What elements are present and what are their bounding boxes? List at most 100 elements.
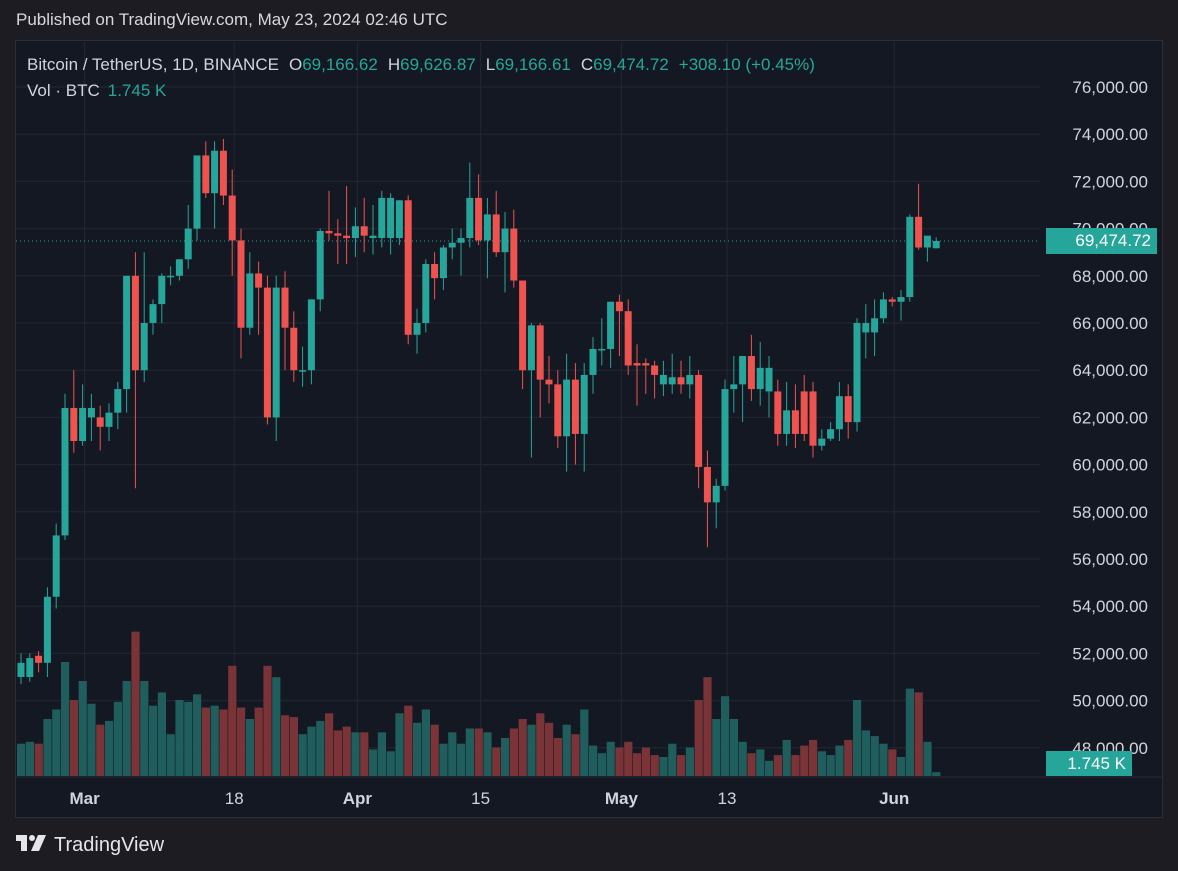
- candle-body: [52, 535, 60, 597]
- volume-bar: [263, 665, 272, 776]
- candle-body: [158, 275, 166, 305]
- x-tick-label: 15: [471, 789, 490, 808]
- volume-bar: [553, 738, 562, 776]
- y-tick-label: 60,000.00: [1072, 456, 1148, 475]
- candle-body: [43, 596, 51, 663]
- symbol-label[interactable]: Bitcoin / TetherUS, 1D, BINANCE: [27, 55, 279, 74]
- volume-bar: [624, 741, 633, 776]
- volume-bar: [721, 696, 730, 776]
- volume-bar: [589, 745, 598, 776]
- volume-bar: [844, 739, 853, 776]
- volume-bar: [897, 757, 906, 776]
- candle-body: [536, 325, 544, 380]
- tradingview-logo[interactable]: TradingView: [16, 834, 164, 857]
- y-tick-label: 62,000.00: [1072, 408, 1148, 427]
- candle-body: [695, 374, 703, 467]
- candle-body: [888, 299, 896, 302]
- candle-body: [184, 228, 192, 260]
- candle-body: [316, 230, 324, 300]
- volume-bar: [756, 749, 765, 776]
- candle-body: [668, 377, 676, 385]
- volume-bar: [527, 724, 536, 776]
- candle-body: [730, 384, 738, 390]
- volume-bar: [245, 719, 254, 776]
- volume-bar: [492, 747, 501, 776]
- volume-value: 1.745 K: [107, 81, 167, 100]
- candle-body: [87, 407, 95, 418]
- volume-bar: [606, 741, 615, 776]
- candle-body: [783, 410, 791, 434]
- x-tick-label: Jun: [879, 789, 909, 808]
- volume-bar: [571, 734, 580, 776]
- candle-body: [272, 287, 280, 418]
- volume-bar: [509, 728, 518, 776]
- volume-bar: [914, 692, 923, 776]
- candle-body: [334, 233, 342, 236]
- candle-body: [554, 384, 562, 437]
- volume-bar: [879, 743, 888, 776]
- volume-bar: [501, 738, 510, 776]
- volume-bar: [465, 728, 474, 776]
- candle-body: [659, 374, 667, 385]
- volume-bar: [122, 681, 131, 776]
- candle-body: [932, 240, 940, 249]
- candle-body: [571, 379, 579, 434]
- volume-bar: [853, 700, 862, 776]
- volume-bar: [166, 734, 175, 776]
- candle-body: [844, 396, 852, 423]
- volume-bar: [536, 713, 545, 776]
- volume-bar: [923, 741, 932, 776]
- volume-label[interactable]: Vol · BTC: [27, 81, 100, 100]
- last-price-tag: 69,474.72: [1046, 227, 1157, 254]
- volume-bar: [641, 747, 650, 776]
- candle-body: [791, 410, 799, 434]
- volume-bar: [316, 720, 325, 776]
- candle-body: [774, 391, 782, 434]
- candle-body: [395, 200, 403, 239]
- candle-body: [255, 273, 263, 288]
- tradingview-logo-icon: [16, 834, 46, 857]
- candle-body: [501, 228, 509, 253]
- volume-bar: [210, 705, 219, 776]
- candle-body: [510, 228, 518, 281]
- volume-bar: [342, 726, 351, 776]
- volume-bar: [800, 745, 809, 776]
- y-tick-label: 76,000.00: [1072, 78, 1148, 97]
- volume-bar: [773, 755, 782, 776]
- volume-bar: [193, 694, 202, 776]
- candle-body: [897, 297, 905, 302]
- volume-bar: [545, 722, 554, 776]
- high-label: H: [387, 55, 401, 74]
- candle-body: [686, 374, 694, 385]
- candle-body: [475, 197, 483, 241]
- candle-body: [299, 370, 307, 372]
- volume-bar: [404, 705, 413, 776]
- volume-bar: [96, 724, 105, 776]
- volume-bar: [78, 681, 87, 776]
- volume-bar: [413, 722, 422, 776]
- volume-bar: [712, 719, 721, 776]
- candle-body: [703, 466, 711, 503]
- volume-bar: [694, 700, 703, 776]
- volume-bar: [659, 757, 668, 776]
- candle-body: [61, 407, 69, 536]
- volume-bar: [580, 709, 589, 776]
- candle-body: [369, 235, 377, 239]
- volume-bar: [870, 736, 879, 776]
- volume-bar: [254, 707, 263, 776]
- candle-body: [879, 299, 887, 319]
- volume-bar: [747, 753, 756, 776]
- candle-body: [853, 323, 861, 423]
- candle-body: [712, 485, 720, 503]
- volume-bar: [61, 662, 70, 776]
- volume-bar: [34, 743, 43, 776]
- candle-body: [35, 655, 43, 663]
- candle-body: [765, 367, 773, 392]
- candle-body: [246, 273, 254, 328]
- volume-bar: [105, 720, 114, 776]
- candle-body: [211, 150, 219, 194]
- volume-bar: [932, 772, 941, 776]
- candle-body: [228, 195, 236, 241]
- candle-body: [466, 197, 474, 239]
